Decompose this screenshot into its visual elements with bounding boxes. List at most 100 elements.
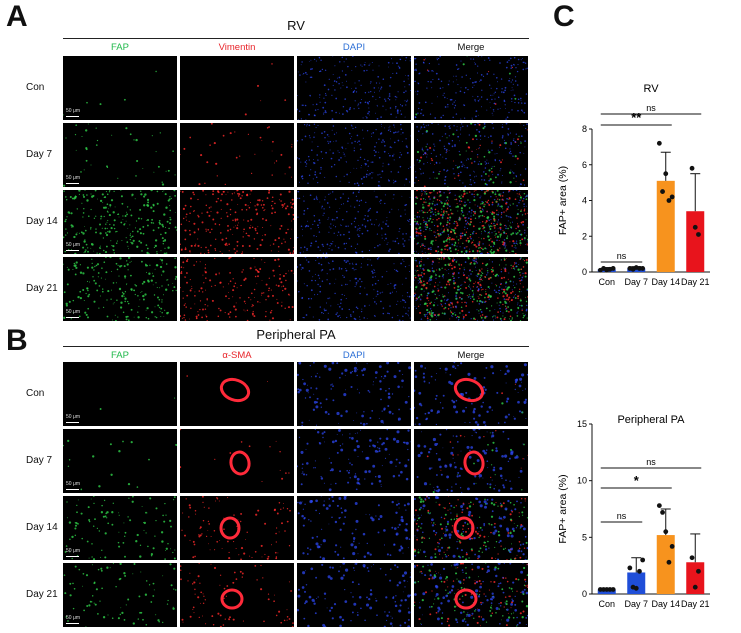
a-scale-bar-label-3: 50 μm (66, 309, 80, 315)
b-row-label-0: Con (26, 388, 45, 399)
a-micrograph-r0-c2 (297, 56, 411, 120)
sig-label-2: ns (646, 103, 656, 113)
point-2-4 (669, 194, 675, 200)
a-micrograph-r0-c1 (180, 56, 294, 120)
a-row-label-1: Day 7 (26, 149, 53, 160)
point-1-0 (627, 565, 633, 571)
sig-label-1: * (634, 473, 640, 488)
rv-bar-chart: RV 0 2 4 6 8 FAP+ area (%) Con Day 7 Day 14 Day 21… (557, 83, 710, 287)
b-micrograph-r2-c1 (180, 496, 294, 560)
a-channel-label-1: Vimentin (218, 42, 256, 53)
a-scale-bar-3 (66, 316, 79, 318)
a-channel-label-0: FAP (111, 42, 129, 53)
a-micrograph-r3-c2 (297, 257, 411, 321)
a-micrograph-r3-c0: 50 μm (63, 257, 177, 321)
rv-section-title: RV (287, 18, 305, 33)
point-2-2 (663, 171, 669, 177)
a-channel-label-3: Merge (457, 42, 485, 53)
chart-title: Peripheral PA (617, 414, 685, 426)
a-micrograph-r3-c3 (414, 257, 528, 321)
a-row-label-3: Day 21 (26, 283, 58, 294)
y-tick-label-1: 2 (582, 231, 587, 241)
b-scale-bar-label-2: 50 μm (66, 548, 80, 554)
sig-label-2: ns (646, 457, 656, 467)
y-axis-label: FAP+ area (%) (557, 474, 569, 543)
x-tick-label-1: Day 7 (624, 599, 648, 609)
x-tick-label-1: Day 7 (624, 277, 648, 287)
point-1-3 (637, 568, 642, 574)
y-tick-label-4: 8 (582, 124, 587, 134)
panel-label-c: C (553, 0, 575, 33)
x-tick-label-2: Day 14 (651, 277, 680, 287)
b-micrograph-r2-c3 (414, 496, 528, 560)
a-row-label-2: Day 14 (26, 216, 58, 227)
chart-title: RV (643, 83, 659, 95)
b-micrograph-r3-c0: 50 μm (63, 563, 177, 627)
point-2-3 (666, 198, 672, 203)
point-1-4 (640, 266, 646, 271)
b-micrograph-r0-c2 (297, 362, 411, 426)
point-1-2 (633, 585, 639, 591)
b-micrograph-r1-c3 (414, 429, 528, 493)
point-0-4 (610, 587, 616, 592)
point-2-4 (669, 544, 675, 549)
point-2-0 (656, 503, 662, 508)
a-scale-bar-2 (66, 249, 79, 251)
point-1-4 (640, 557, 646, 563)
point-2-1 (660, 189, 665, 194)
point-3-0 (689, 165, 695, 171)
y-tick-label-2: 10 (577, 476, 587, 486)
a-micrograph-r2-c1 (180, 190, 294, 254)
a-scale-bar-label-1: 50 μm (66, 175, 80, 181)
x-tick-label-3: Day 21 (681, 599, 710, 609)
a-micrograph-r0-c3 (414, 56, 528, 120)
x-tick-label-0: Con (598, 277, 615, 287)
a-channel-label-2: DAPI (342, 42, 366, 53)
y-tick-label-3: 15 (577, 419, 587, 429)
a-scale-bar-label-2: 50 μm (66, 242, 80, 248)
a-micrograph-r1-c3 (414, 123, 528, 187)
y-axis-label: FAP+ area (%) (557, 166, 569, 235)
a-micrograph-r2-c3 (414, 190, 528, 254)
bar-2 (656, 180, 675, 272)
b-row-label-2: Day 14 (26, 522, 58, 533)
b-scale-bar-label-0: 50 μm (66, 414, 80, 420)
b-channel-label-3: Merge (457, 350, 485, 361)
bar-2 (656, 535, 675, 594)
b-micrograph-r1-c2 (297, 429, 411, 493)
b-micrograph-r1-c0: 50 μm (63, 429, 177, 493)
a-row-label-0: Con (26, 82, 45, 93)
b-micrograph-r2-c0: 50 μm (63, 496, 177, 560)
panel-label-a: A (6, 0, 28, 33)
bar-1 (627, 268, 646, 272)
y-tick-label-1: 5 (582, 532, 587, 542)
y-tick-label-0: 0 (582, 267, 587, 277)
y-tick-label-0: 0 (582, 589, 587, 599)
b-scale-bar-1 (66, 488, 79, 490)
panel-label-b: B (6, 324, 28, 357)
point-2-0 (656, 140, 662, 146)
a-micrograph-r1-c2 (297, 123, 411, 187)
sig-label-0: ns (617, 251, 627, 261)
b-micrograph-r3-c2 (297, 563, 411, 627)
b-micrograph-r0-c1 (180, 362, 294, 426)
pa-section-title: Peripheral PA (256, 327, 336, 342)
b-scale-bar-0 (66, 421, 79, 423)
a-micrograph-r3-c1 (180, 257, 294, 321)
b-row-label-3: Day 21 (26, 589, 58, 600)
point-2-1 (660, 510, 665, 515)
point-3-0 (689, 555, 695, 561)
point-2-2 (663, 529, 669, 535)
y-tick-label-3: 6 (582, 160, 587, 170)
b-micrograph-r3-c1 (180, 563, 294, 627)
b-scale-bar-3 (66, 622, 79, 624)
b-scale-bar-label-3: 50 μm (66, 615, 80, 621)
point-3-1 (692, 584, 698, 590)
b-scale-bar-label-1: 50 μm (66, 481, 80, 487)
b-scale-bar-2 (66, 555, 79, 557)
b-row-label-1: Day 7 (26, 455, 53, 466)
b-micrograph-r1-c1 (180, 429, 294, 493)
b-micrograph-r3-c3 (414, 563, 528, 627)
a-micrograph-r1-c1 (180, 123, 294, 187)
point-3-2 (696, 568, 701, 574)
